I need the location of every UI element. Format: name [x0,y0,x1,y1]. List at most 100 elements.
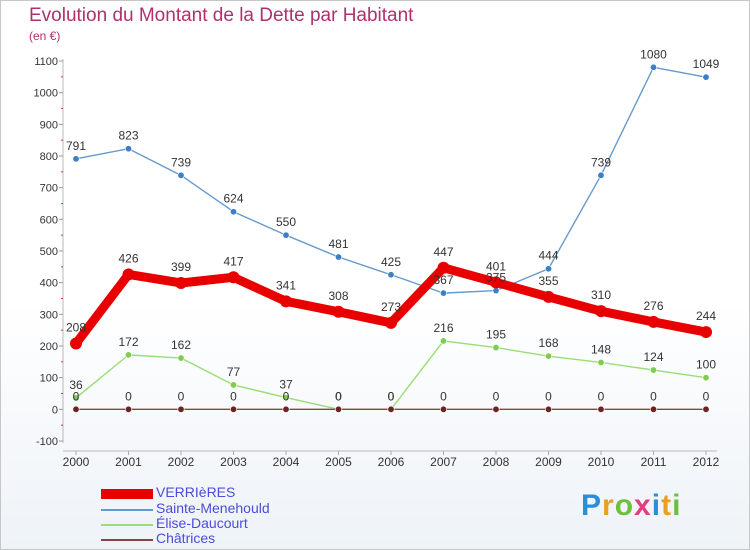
data-label-verrieres: 417 [223,254,243,268]
data-point-chatrices [282,405,290,413]
data-label-elise-daucourt: 195 [486,328,506,342]
data-point-sainte-menehould [72,155,80,163]
y-tick-label: 1100 [34,56,58,68]
data-point-sainte-menehould [702,73,710,81]
data-label-elise-daucourt: 162 [171,338,191,352]
data-point-chatrices [544,405,552,413]
data-label-verrieres: 273 [381,300,401,314]
data-label-verrieres: 447 [433,245,453,259]
data-point-sainte-menehould [544,265,552,273]
y-tick-label: 700 [40,183,58,195]
data-point-elise-daucourt [439,337,447,345]
data-label-verrieres: 341 [276,278,296,292]
data-point-sainte-menehould [125,145,133,153]
y-tick-label: 200 [40,341,58,353]
data-label-chatrices: 0 [545,389,552,403]
x-tick-label: 2001 [115,455,142,469]
data-label-elise-daucourt: 100 [696,358,716,372]
x-tick-label: 2002 [168,455,195,469]
data-point-verrieres [70,337,82,350]
data-label-sainte-menehould: 1049 [693,57,720,71]
data-label-chatrices: 0 [703,389,710,403]
data-label-sainte-menehould: 823 [118,129,138,143]
data-point-elise-daucourt [230,381,238,389]
data-point-sainte-menehould [387,271,395,279]
data-label-chatrices: 0 [283,389,290,403]
data-label-elise-daucourt: 37 [279,378,293,392]
data-point-verrieres [227,271,240,284]
data-point-verrieres [280,295,292,308]
logo-letter: i [651,489,662,522]
data-point-verrieres [122,268,135,281]
data-label-elise-daucourt: 148 [591,342,611,356]
data-label-chatrices: 0 [73,389,80,403]
x-tick-label: 2009 [535,455,562,469]
data-label-elise-daucourt: 168 [538,336,558,350]
data-label-sainte-menehould: 624 [223,192,243,206]
data-point-elise-daucourt [72,394,80,402]
y-tick-label: 400 [40,278,58,290]
data-label-elise-daucourt: 216 [433,321,453,335]
data-point-elise-daucourt [544,352,552,360]
legend-label: Châtrices [156,530,216,546]
data-label-chatrices: 0 [230,389,237,403]
data-point-chatrices [649,405,657,413]
logo-letter: x [634,489,652,522]
legend-swatch [101,524,153,526]
y-tick-label: 500 [40,246,58,258]
x-tick-label: 2007 [430,455,457,469]
chart-subtitle: (en €) [29,29,61,43]
legend-label: Sainte-Menehould [156,500,270,516]
data-point-elise-daucourt [702,374,710,382]
logo-letter: P [581,489,603,522]
data-label-chatrices: 0 [125,389,132,403]
y-tick-label: 0 [52,404,58,416]
data-point-sainte-menehould [230,208,238,216]
data-point-chatrices [492,405,500,413]
data-point-sainte-menehould [177,171,185,179]
data-label-sainte-menehould: 444 [538,249,558,263]
chart-title: Evolution du Montant de la Dette par Hab… [29,5,414,26]
data-point-chatrices [702,405,710,413]
data-label-elise-daucourt: 172 [118,335,138,349]
data-point-verrieres [385,316,397,329]
logo-letter: t [661,489,673,522]
data-point-elise-daucourt [649,366,657,374]
proxiti-logo: Proxiti [581,489,681,523]
data-label-sainte-menehould: 550 [276,215,296,229]
data-point-verrieres [700,326,712,339]
data-point-elise-daucourt [492,344,500,352]
data-point-sainte-menehould [334,253,342,261]
data-point-chatrices [177,405,185,413]
y-tick-label: 100 [40,373,58,385]
data-point-verrieres [490,276,502,289]
data-label-elise-daucourt: 36 [69,378,83,392]
data-point-sainte-menehould [597,171,605,179]
data-label-chatrices: 0 [388,389,395,403]
data-point-chatrices [125,405,133,413]
x-tick-label: 2008 [483,455,510,469]
data-label-chatrices: 0 [650,389,657,403]
data-label-verrieres: 244 [696,309,716,323]
x-tick-label: 2011 [641,455,667,469]
data-point-verrieres [542,290,555,303]
data-label-chatrices: 0 [335,389,342,403]
legend-label: Élise-Daucourt [156,515,248,531]
data-point-sainte-menehould [439,289,447,297]
data-point-elise-daucourt [597,358,605,366]
x-tick-label: 2012 [693,455,720,469]
data-point-verrieres [175,276,187,289]
legend-swatch [101,539,153,541]
data-point-chatrices [230,405,238,413]
data-label-sainte-menehould: 739 [591,155,611,169]
data-point-chatrices [72,405,80,413]
data-point-verrieres [595,305,607,318]
data-label-sainte-menehould: 367 [433,273,453,287]
data-label-elise-daucourt: 0 [388,389,395,403]
data-label-verrieres: 355 [538,274,558,288]
data-point-chatrices [387,405,395,413]
data-label-chatrices: 0 [440,389,447,403]
data-label-verrieres: 399 [171,260,191,274]
